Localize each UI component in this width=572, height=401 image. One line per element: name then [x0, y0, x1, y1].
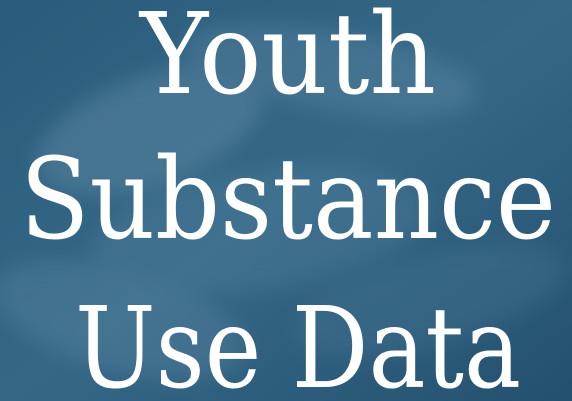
banner: Youth Substance Use Data — [0, 0, 572, 401]
page-body: {"title_lines": ["Youth", "Substance", "… — [0, 0, 572, 401]
title-line: Substance — [20, 135, 556, 265]
page: Youth Substance Use Data html, body { ma… — [0, 0, 572, 401]
title-line: Use Data — [75, 284, 521, 401]
title-line: Youth — [138, 0, 436, 120]
